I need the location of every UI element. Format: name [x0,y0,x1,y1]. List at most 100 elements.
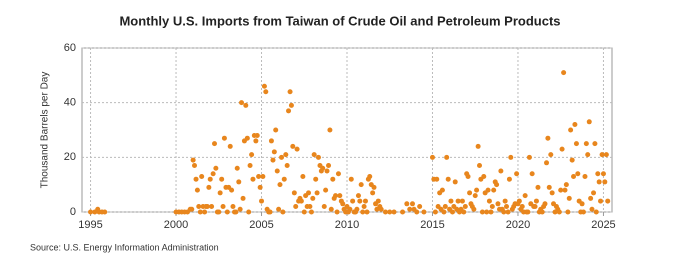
data-point [210,171,216,177]
data-point [566,195,572,201]
data-point [286,108,292,114]
y-tick-label: 60 [64,42,76,54]
data-point [506,176,512,182]
data-point [361,204,367,210]
data-point [491,187,497,193]
data-point [474,187,480,193]
data-point [592,141,598,147]
data-point [535,184,541,190]
data-point [328,206,334,212]
data-point [324,168,330,174]
data-point [529,171,535,177]
data-point [414,209,420,215]
data-point [465,173,471,179]
data-point [498,168,504,174]
data-point [549,190,555,196]
data-point [310,195,316,201]
data-point [542,201,548,207]
data-point [350,198,356,204]
data-point [247,163,253,169]
data-point [533,198,539,204]
data-point [284,163,290,169]
data-point [358,182,364,188]
y-tick-label: 40 [64,97,76,109]
data-point [462,204,468,210]
data-point [306,190,312,196]
data-point [455,198,461,204]
data-point [526,154,532,160]
data-point [290,143,296,149]
data-point [327,127,333,133]
chart-title: Monthly U.S. Imports from Taiwan of Crud… [119,13,560,28]
data-point [254,132,260,138]
data-point [279,154,285,160]
data-point [556,209,562,215]
data-point [283,152,289,158]
x-tick-label: 2000 [164,219,188,231]
data-point [216,209,222,215]
data-point [237,206,243,212]
data-point [267,209,273,215]
data-point [227,143,233,149]
data-point [340,201,346,207]
data-point [378,206,384,212]
data-point [323,187,329,193]
data-point [189,206,195,212]
data-point [595,171,601,177]
data-point [439,187,445,193]
data-point [276,206,282,212]
x-tick-label: 2015 [420,219,444,231]
data-point [434,176,440,182]
data-point [596,179,602,185]
data-point [234,165,240,171]
data-point [545,135,551,141]
data-point [287,89,293,95]
data-point [246,209,252,215]
data-point [532,204,538,210]
data-point [229,187,235,193]
data-point [459,198,465,204]
data-point [598,198,604,204]
data-point [88,209,94,215]
data-point [404,201,410,207]
data-point [333,193,339,199]
data-point [253,138,259,144]
y-tick-label: 20 [64,151,76,163]
data-point [193,176,199,182]
data-point [489,204,495,210]
data-point [477,163,482,169]
data-point [281,176,287,182]
data-point [370,190,376,196]
data-point [221,135,227,141]
data-point [525,209,531,215]
data-point [367,173,373,179]
data-point [357,198,363,204]
data-point [257,184,263,190]
data-point [572,122,578,128]
data-point [270,157,276,163]
data-point [213,165,219,171]
data-point [321,204,327,210]
data-point [488,209,494,215]
data-point [444,154,450,160]
x-tick-label: 1995 [78,219,102,231]
data-point [449,209,455,215]
data-point [249,152,255,158]
data-point [603,152,609,158]
data-point [571,173,577,179]
data-point [409,201,415,207]
data-point [508,154,514,160]
data-point [300,173,306,179]
data-point [337,193,343,199]
data-point [220,204,226,210]
data-point [277,182,283,188]
data-point [591,190,597,196]
data-point [605,198,611,204]
data-point [308,209,314,215]
data-point [191,163,197,169]
data-point [445,176,451,182]
data-point [268,138,274,144]
data-point [484,209,490,215]
data-point [354,206,360,212]
